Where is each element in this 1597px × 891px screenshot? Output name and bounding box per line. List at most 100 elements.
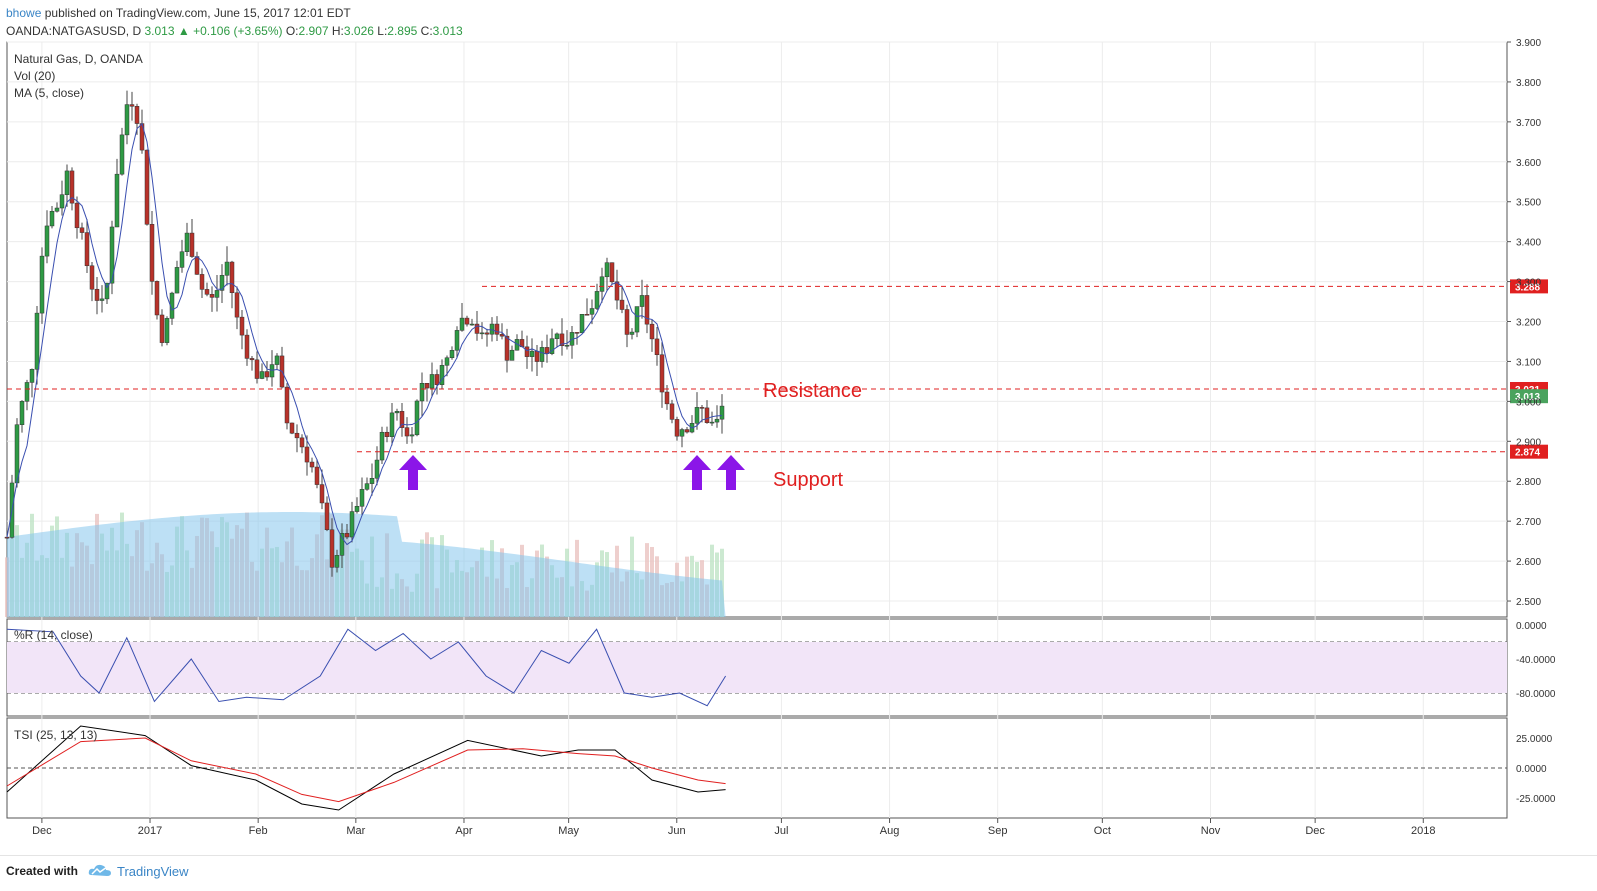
- time-label: Dec: [32, 825, 52, 837]
- candle-body: [34, 312, 40, 370]
- legend-main: Natural Gas, D, OANDA: [14, 52, 143, 66]
- candle-body: [589, 308, 595, 315]
- publish-line: bhowe published on TradingView.com, June…: [6, 4, 463, 22]
- candle-body: [74, 202, 80, 229]
- time-label: Apr: [455, 825, 472, 837]
- candle-body: [149, 224, 155, 282]
- time-axis[interactable]: Dec 2017 Feb Mar Apr May Jun Jul Aug Sep Oct Nov Dec…: [32, 818, 1436, 837]
- candle-body: [644, 295, 650, 325]
- candle-body: [379, 431, 385, 461]
- candle-body: [294, 432, 300, 439]
- candle-body: [354, 506, 360, 512]
- time-label: Jun: [668, 825, 686, 837]
- price-change: +0.106 (+3.65%): [193, 24, 283, 38]
- candle-body: [709, 421, 715, 424]
- last-price-label: 3.013: [1515, 392, 1540, 403]
- candle-body: [394, 411, 400, 414]
- candle-body: [614, 281, 620, 301]
- candle-body: [214, 290, 220, 298]
- wr-axis-label: -40.0000: [1516, 655, 1556, 666]
- time-label: Nov: [1201, 825, 1221, 837]
- candle-body: [284, 386, 290, 424]
- candle-body: [369, 478, 375, 484]
- candle-body: [44, 225, 50, 257]
- candle-body: [549, 338, 555, 354]
- price-label: 2.600: [1516, 557, 1541, 568]
- time-label: 2017: [138, 825, 162, 837]
- candle-body: [174, 267, 180, 294]
- tsi-axis-label: -25.0000: [1516, 794, 1556, 805]
- open-value: 2.907: [298, 24, 329, 38]
- wr-axis-label: -80.0000: [1516, 689, 1556, 700]
- annotation-arrows: [399, 455, 745, 490]
- price-axis[interactable]: 3.900 3.800 3.700 3.600 3.500 3.400 3.300 3.200…: [1507, 38, 1556, 805]
- candle-body: [264, 371, 270, 378]
- candle-body: [454, 330, 460, 351]
- candle-body: [629, 331, 635, 335]
- chart-header: bhowe published on TradingView.com, June…: [6, 4, 463, 40]
- candle-body: [429, 374, 435, 389]
- candle-body: [274, 355, 280, 365]
- legend-vol: Vol (20): [14, 69, 55, 83]
- up-arrow-icon: [717, 455, 745, 490]
- candle-body: [184, 232, 190, 252]
- candle-body: [344, 533, 350, 538]
- candle-body: [584, 314, 590, 316]
- candle-body: [384, 431, 390, 437]
- tradingview-link[interactable]: TradingView: [117, 864, 189, 879]
- candle-body: [679, 429, 685, 437]
- candle-body: [474, 323, 480, 334]
- price-label: 3.400: [1516, 238, 1541, 249]
- candle-body: [289, 422, 295, 434]
- candle-body: [94, 288, 100, 301]
- candle-body: [104, 282, 110, 300]
- candle-body: [609, 262, 615, 283]
- candle-body: [309, 461, 315, 468]
- candle-body: [64, 170, 70, 195]
- low-label: L:: [377, 24, 388, 38]
- price-label: 2.800: [1516, 477, 1541, 488]
- candle-body: [604, 262, 610, 278]
- williams-r-band: [7, 642, 1507, 693]
- low-value: 2.895: [387, 24, 418, 38]
- price-label: 3.800: [1516, 78, 1541, 89]
- created-with-label: Created with: [6, 864, 79, 878]
- candle-body: [654, 338, 660, 356]
- time-label: Mar: [346, 825, 365, 837]
- candle-body: [134, 106, 140, 124]
- candle-body: [359, 489, 365, 507]
- price-label: 3.500: [1516, 198, 1541, 209]
- candle-body: [339, 533, 345, 556]
- resistance-annotation: Resistance: [763, 380, 862, 402]
- price-label: 3.300: [1516, 278, 1541, 289]
- candle-body: [179, 251, 185, 268]
- close-value: 3.013: [432, 24, 463, 38]
- candle-body: [19, 401, 25, 425]
- time-label: Sep: [988, 825, 1008, 837]
- author-link[interactable]: bhowe: [6, 6, 42, 20]
- candle-body: [249, 358, 255, 361]
- time-label: May: [558, 825, 579, 837]
- candle-body: [124, 104, 130, 136]
- price-label: 3.100: [1516, 357, 1541, 368]
- candle-body: [324, 502, 330, 531]
- candle-body: [364, 483, 370, 490]
- time-label: Dec: [1305, 825, 1325, 837]
- candle-body: [59, 194, 65, 209]
- candle-body: [259, 371, 265, 379]
- candle-body: [499, 334, 505, 337]
- candle-body: [599, 276, 605, 292]
- price-label: 3.600: [1516, 158, 1541, 169]
- time-label: Aug: [880, 825, 900, 837]
- tsi-axis-label: 0.0000: [1516, 764, 1547, 775]
- tradingview-cloud-icon: [88, 864, 111, 876]
- candle-body: [89, 265, 95, 290]
- candle-body: [119, 134, 125, 175]
- candle-body: [399, 411, 405, 428]
- up-triangle-icon: ▲: [177, 24, 190, 38]
- last-price: 3.013: [144, 24, 175, 38]
- candle-body: [674, 419, 680, 437]
- last-price-tag: [1510, 389, 1548, 404]
- candle-body: [84, 232, 90, 267]
